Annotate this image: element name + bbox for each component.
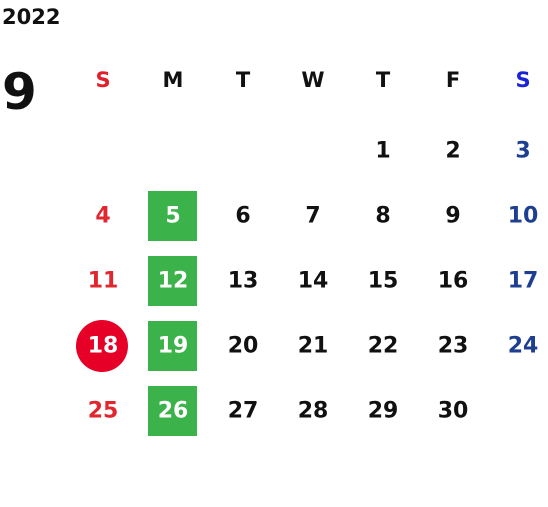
holiday-box: [148, 386, 197, 436]
weekday-label: M: [163, 68, 184, 92]
day-number: 7: [305, 204, 320, 229]
day-number: 2: [445, 139, 460, 164]
day-number: 20: [228, 334, 259, 359]
day-number: 4: [95, 204, 110, 229]
day-number: 9: [445, 204, 460, 229]
day-number: 29: [368, 399, 399, 424]
holiday-box: [148, 191, 197, 241]
holiday-box: [148, 256, 197, 306]
day-number: 5: [165, 204, 180, 229]
day-number: 12: [158, 269, 189, 294]
weekday-label: W: [301, 68, 324, 92]
day-number: 8: [375, 204, 390, 229]
day-number: 14: [298, 269, 329, 294]
day-number: 11: [88, 269, 119, 294]
day-number: 19: [158, 334, 189, 359]
weekday-label: F: [446, 68, 460, 92]
day-number: 24: [508, 334, 539, 359]
day-number: 6: [235, 204, 250, 229]
day-number: 3: [515, 139, 530, 164]
day-number: 22: [368, 334, 399, 359]
today-circle: [76, 320, 128, 372]
day-number: 23: [438, 334, 469, 359]
day-number: 10: [508, 204, 539, 229]
weekday-label: S: [515, 68, 530, 92]
day-number: 18: [88, 334, 119, 359]
weekday-label: S: [95, 68, 110, 92]
day-number: 25: [88, 399, 119, 424]
day-number: 21: [298, 334, 329, 359]
day-number: 26: [158, 399, 189, 424]
day-number: 13: [228, 269, 259, 294]
day-number: 1: [375, 139, 390, 164]
day-number: 30: [438, 399, 469, 424]
day-number: 27: [228, 399, 259, 424]
month: 9: [2, 63, 37, 121]
weekday-label: T: [236, 68, 251, 92]
day-number: 16: [438, 269, 469, 294]
year: 2022: [2, 5, 60, 29]
day-number: 28: [298, 399, 329, 424]
day-number: 17: [508, 269, 539, 294]
holiday-box: [148, 321, 197, 371]
weekday-label: T: [376, 68, 391, 92]
day-number: 15: [368, 269, 399, 294]
